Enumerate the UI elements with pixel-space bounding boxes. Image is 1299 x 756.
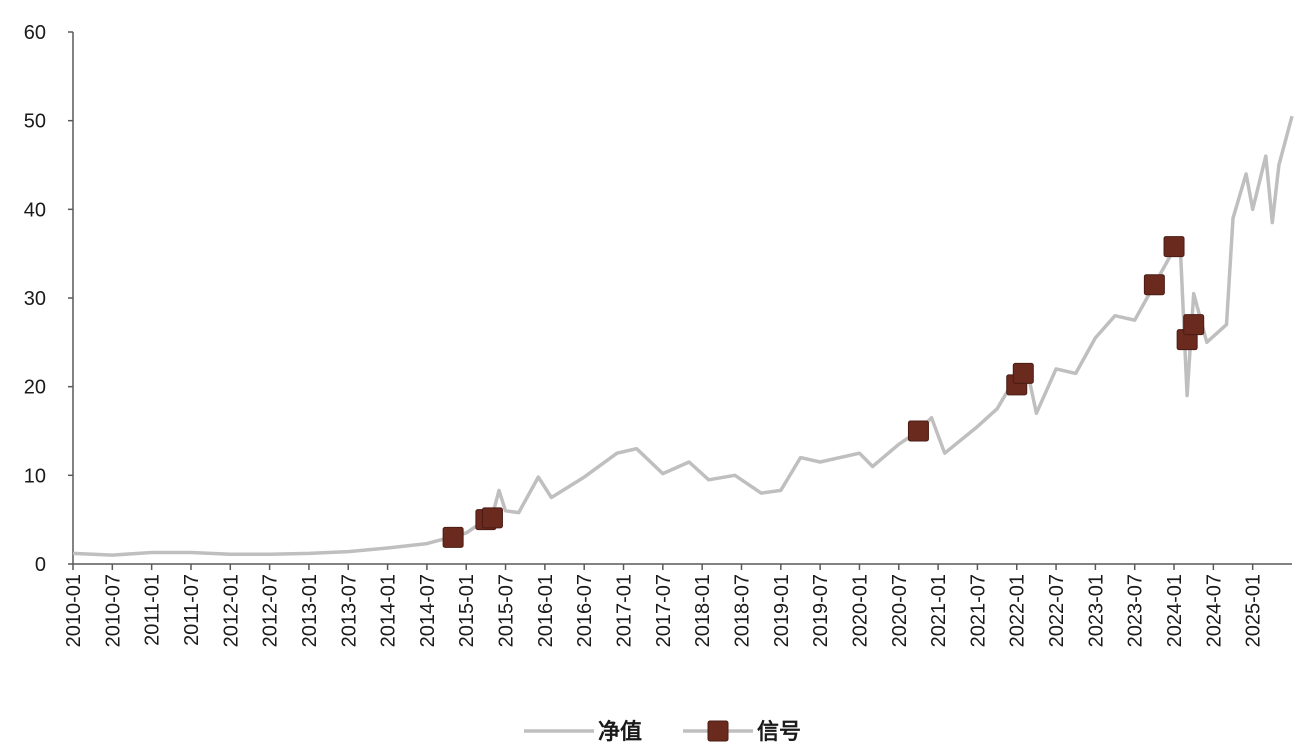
x-tick-label: 2017-01 [614,574,636,647]
y-tick-label: 10 [24,465,46,487]
y-tick-label: 30 [24,288,46,310]
x-tick-label: 2024-07 [1203,574,1225,647]
x-tick-label: 2022-01 [1007,574,1029,647]
legend-label-signal: 信号 [757,719,801,745]
y-tick-label: 0 [35,554,46,576]
x-tick-label: 2016-07 [574,574,596,647]
x-tick-label: 2023-01 [1085,574,1107,647]
x-tick-label: 2021-01 [928,574,950,647]
x-tick-label: 2014-07 [417,574,439,647]
x-axis: 2010-01 2010-07 2011-01 2011-07 2012-01 2012-… [63,563,1292,647]
x-tick-label: 2013-07 [338,574,360,647]
x-tick-label: 2010-07 [102,574,124,647]
y-tick-label: 50 [24,111,46,133]
x-tick-label: 2015-01 [456,574,478,647]
x-tick-label: 2021-07 [967,574,989,647]
x-tick-label: 2016-01 [535,574,557,647]
signal-marker [481,507,503,529]
y-axis: 0 10 20 30 40 50 60 [24,22,74,576]
x-tick-label: 2024-01 [1164,574,1186,647]
x-tick-label: 2010-01 [63,574,85,647]
legend-marker-swatch [707,720,729,742]
signal-marker [1012,362,1034,384]
signal-marker [1183,314,1205,336]
x-tick-label: 2012-07 [260,574,282,647]
x-tick-label: 2020-01 [849,574,871,647]
y-tick-label: 60 [24,22,46,44]
x-tick-label: 2011-01 [142,574,164,646]
signal-marker [1163,236,1185,258]
x-tick-label: 2012-01 [220,574,242,647]
y-tick-label: 20 [24,377,46,399]
x-tick-label: 2019-01 [771,574,793,647]
x-tick-label: 2018-07 [731,574,753,647]
x-tick-label: 2015-07 [496,574,518,647]
legend: 净值 信号 [524,719,801,745]
x-tick-label: 2023-07 [1125,574,1147,647]
legend-label-net-value: 净值 [598,719,642,745]
signal-marker [1143,274,1165,296]
x-tick-label: 2017-07 [653,574,675,647]
x-tick-label: 2014-01 [378,574,400,647]
x-tick-label: 2025-01 [1243,574,1265,647]
x-tick-label: 2018-01 [692,574,714,647]
y-tick-label: 40 [24,199,46,221]
x-tick-label: 2022-07 [1046,574,1068,647]
signal-marker [442,526,464,548]
x-tick-label: 2013-01 [299,574,321,647]
x-tick-label: 2019-07 [810,574,832,647]
x-tick-label: 2011-07 [181,574,203,646]
signal-marker [907,420,929,442]
x-tick-label: 2020-07 [889,574,911,647]
plot-area [72,115,1294,557]
series-line-net-value [72,115,1294,557]
